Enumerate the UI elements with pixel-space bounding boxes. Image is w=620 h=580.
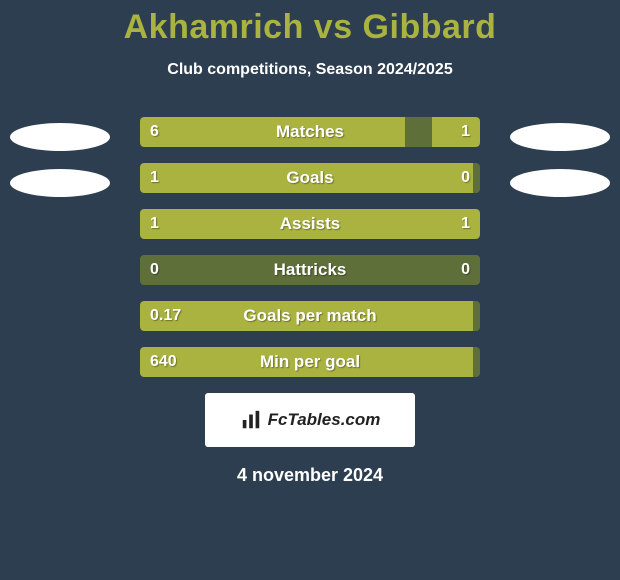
- stat-label: Hattricks: [140, 255, 480, 285]
- stat-row: 0 0Hattricks: [0, 255, 620, 285]
- stat-row: 11Assists: [0, 209, 620, 239]
- bar-track: 0 0Hattricks: [140, 255, 480, 285]
- value-right: 0: [461, 255, 470, 285]
- page-subtitle: Club competitions, Season 2024/2025: [0, 61, 620, 79]
- player-avatar-placeholder: [10, 123, 110, 151]
- stat-row: 640Min per goal: [0, 347, 620, 377]
- stat-row: 0.17Goals per match: [0, 301, 620, 331]
- player-avatar-placeholder: [510, 169, 610, 197]
- value-left: 0: [150, 255, 159, 285]
- chart-icon: [240, 409, 262, 431]
- bar-left-fill: [140, 117, 405, 147]
- player-avatar-placeholder: [510, 123, 610, 151]
- attribution-text: FcTables.com: [268, 410, 381, 430]
- bar-right-fill: [432, 117, 480, 147]
- bar-track: 0.17Goals per match: [140, 301, 480, 331]
- bar-track: 11Assists: [140, 209, 480, 239]
- player-avatar-placeholder: [10, 169, 110, 197]
- bar-left-fill: [140, 301, 473, 331]
- bar-left-fill: [140, 163, 473, 193]
- attribution-box: FcTables.com: [205, 393, 415, 447]
- bar-track: 10Goals: [140, 163, 480, 193]
- page-title: Akhamrich vs Gibbard: [0, 0, 620, 47]
- bar-track: 61Matches: [140, 117, 480, 147]
- bar-track: 640Min per goal: [140, 347, 480, 377]
- date-text: 4 november 2024: [0, 465, 620, 486]
- bar-left-fill: [140, 347, 473, 377]
- bar-left-fill: [140, 209, 310, 239]
- comparison-chart: 61Matches 10Goals 11Assists 0 0Hattricks 0.17…: [0, 117, 620, 377]
- bar-right-fill: [310, 209, 480, 239]
